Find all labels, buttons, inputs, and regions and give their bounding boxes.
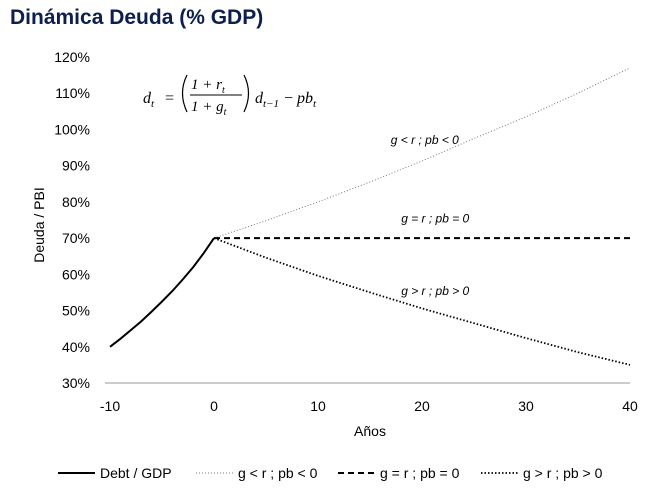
y-axis-ticks: 30% 40% 50% 60% 70% 80% 90% 100% 110% 120% [54,49,90,391]
y-axis-label: Deuda / PBI [31,187,47,263]
legend-label-g-eq-r: g = r ; pb = 0 [380,465,460,481]
legend-item-debt-gdp[interactable]: Debt / GDP [58,465,172,481]
series-line-0 [109,237,215,348]
y-tick-label: 60% [62,266,90,282]
debt-dynamics-formula: dt = 1 + rt 1 + gt dt−1 − pbt [143,74,317,118]
y-tick-label: 30% [62,375,90,391]
legend-item-g-lt-r[interactable]: g < r ; pb < 0 [196,465,318,481]
x-tick-label: -10 [100,398,120,414]
y-tick-label: 90% [62,158,90,174]
series-annotation: g < r ; pb < 0 [391,133,459,147]
chart-title: Dinámica Deuda (% GDP) [10,6,264,29]
x-axis-ticks: -10 0 10 20 30 40 [100,398,638,414]
y-tick-label: 100% [54,121,90,137]
legend-label-debt-gdp: Debt / GDP [100,465,172,481]
formula-denominator: 1 + gt [191,99,227,118]
x-tick-label: 30 [518,398,534,414]
formula-numerator: 1 + rt [191,77,225,96]
x-tick-label: 20 [414,398,430,414]
x-tick-label: 10 [310,398,326,414]
formula-right-paren [243,74,250,113]
y-tick-label: 120% [54,49,90,65]
formula-left-paren [181,74,188,113]
formula-rhs-debt: dt−1 [255,90,279,110]
y-tick-label: 70% [62,230,90,246]
series-annotation: g = r ; pb = 0 [401,212,469,226]
series-lines [109,67,631,366]
y-tick-label: 80% [62,194,90,210]
x-axis-label: Años [354,423,386,439]
y-tick-label: 40% [62,339,90,355]
legend: Debt / GDP g < r ; pb < 0 g = r ; pb = 0… [58,465,603,481]
formula-equals: = [164,90,175,107]
series-line-3 [213,237,631,366]
series-annotation: g > r ; pb > 0 [401,284,469,298]
series-line-1 [213,67,631,239]
formula-lhs: dt [143,90,155,110]
legend-item-g-eq-r[interactable]: g = r ; pb = 0 [338,465,460,481]
formula-minus: − [283,90,294,107]
y-tick-label: 50% [62,303,90,319]
formula-rhs-pb: pbt [296,90,317,110]
x-tick-label: 40 [622,398,638,414]
series-annotations: g < r ; pb < 0 g = r ; pb = 0 g > r ; pb >… [391,133,470,298]
x-tick-label: 0 [210,398,218,414]
legend-item-g-gt-r[interactable]: g > r ; pb > 0 [481,465,603,481]
legend-label-g-lt-r: g < r ; pb < 0 [238,465,318,481]
y-tick-label: 110% [55,85,90,101]
legend-label-g-gt-r: g > r ; pb > 0 [523,465,603,481]
